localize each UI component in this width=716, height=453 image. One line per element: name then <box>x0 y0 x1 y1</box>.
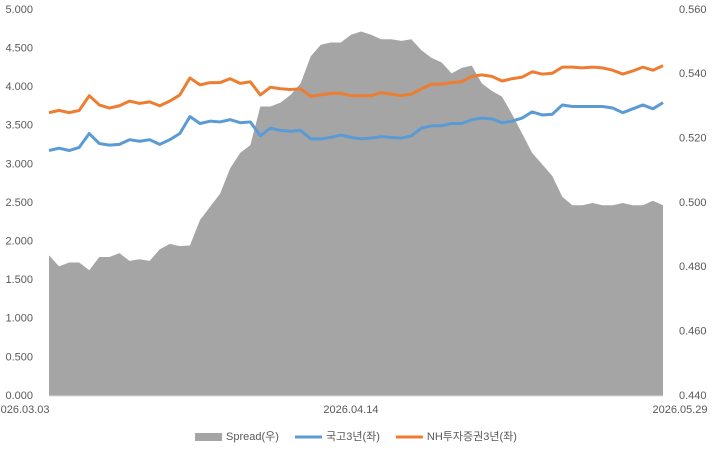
y2-tick-label: 0.480 <box>679 261 707 273</box>
y-tick-label: 0.500 <box>5 351 33 363</box>
y2-tick-label: 0.500 <box>679 197 707 209</box>
line <box>48 64 664 115</box>
y-tick-label: 2.000 <box>5 236 33 248</box>
legend-label: 국고3년(좌) <box>326 430 380 443</box>
y-tick-label: 4.500 <box>5 43 33 55</box>
legend-item: Spread(우) <box>195 430 279 443</box>
y-tick-label: 1.000 <box>5 313 33 325</box>
y2-tick-label: 0.520 <box>679 133 707 145</box>
legend-label: NH투자증권3년(좌) <box>427 430 517 443</box>
y-tick-label: 3.000 <box>5 158 33 170</box>
legend-swatch <box>195 433 223 441</box>
x-tick-label: 2026.03.03 <box>0 404 50 416</box>
y-tick-label: 1.500 <box>5 274 33 286</box>
y2-tick-label: 0.440 <box>679 390 707 402</box>
y2-tick-label: 0.540 <box>679 68 707 80</box>
legend-item: NH투자증권3년(좌) <box>395 430 517 443</box>
y-tick-label: 5.000 <box>5 4 33 16</box>
y-tick-label: 3.500 <box>5 120 33 132</box>
y2-tick-label: 0.460 <box>679 326 707 338</box>
y2-tick-label: 0.560 <box>679 4 707 16</box>
legend-item: 국고3년(좌) <box>294 430 380 443</box>
legend-label: Spread(우) <box>226 430 279 443</box>
y-tick-label: 2.500 <box>5 197 33 209</box>
x-tick-label: 2026.05.29 <box>652 404 707 416</box>
y-tick-label: 0.000 <box>5 390 33 402</box>
area <box>49 31 663 396</box>
y-tick-label: 4.000 <box>5 81 33 93</box>
x-tick-label: 2026.04.14 <box>323 404 378 416</box>
line <box>48 101 664 153</box>
